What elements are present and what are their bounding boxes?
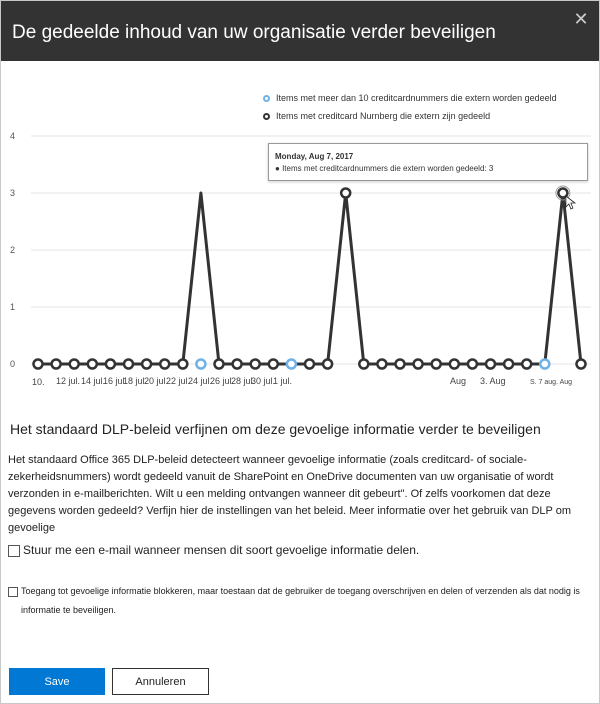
data-point-series2-18 <box>358 358 370 370</box>
block-checkbox-label[interactable]: Toegang tot gevoelige informatie blokker… <box>21 586 580 615</box>
mouse-cursor-icon <box>565 195 577 210</box>
bullet-icon: ● <box>275 164 280 173</box>
x-tick-label-12: Aug <box>450 376 466 386</box>
y-tick-label-1: 1 <box>10 302 15 312</box>
data-point-series2-25 <box>484 358 497 370</box>
x-tick-label-14: S. 7 aug. Aug <box>530 379 572 386</box>
block-checkbox[interactable] <box>8 587 18 597</box>
x-tick-label-2: 14 jul. <box>81 376 105 386</box>
data-point-series2-23 <box>448 358 461 370</box>
series-line <box>38 191 583 366</box>
save-button[interactable]: Save <box>9 668 105 695</box>
data-point-series2-27 <box>520 358 533 370</box>
dialog-title: De gedeelde inhoud van uw organisatie ve… <box>12 22 496 43</box>
data-point-series2-29 <box>557 187 569 199</box>
data-point-series2-10 <box>213 358 225 370</box>
chart-tooltip: Monday, Aug 7, 2017 ● Items met creditca… <box>268 143 588 181</box>
data-point-series2-30 <box>575 358 587 370</box>
x-tick-label-5: 20 jul. <box>144 376 168 386</box>
block-option: Toegang tot gevoelige informatie blokker… <box>8 582 598 620</box>
data-point-series2-7 <box>158 358 171 370</box>
data-point-series2-2 <box>68 358 80 370</box>
x-tick-label-11: 1 jul. <box>273 376 292 386</box>
data-point-series2-16 <box>321 358 334 370</box>
data-point-series2-11 <box>231 358 243 370</box>
legend-item-series1[interactable]: Items met meer dan 10 creditcardnummers … <box>263 89 557 107</box>
x-tick-label-3: 16 jul. <box>103 376 127 386</box>
data-point-series2-24 <box>466 358 479 370</box>
x-tick-label-6: 22 jul. <box>166 376 190 386</box>
data-point-series2-15 <box>303 358 316 370</box>
data-point-series1-9 <box>195 358 207 370</box>
data-point-series2-4 <box>104 358 117 370</box>
cancel-button[interactable]: Annuleren <box>112 668 209 695</box>
email-option: Stuur me een e-mail wanneer mensen dit s… <box>8 543 419 557</box>
email-checkbox[interactable] <box>8 545 20 557</box>
line-chart: 0 1 2 3 4 10. 12 jul. 14 jul.16 jul.18 jul.20 j… <box>10 131 591 387</box>
data-point-series1-28 <box>539 358 551 370</box>
data-point-series2-1 <box>50 358 62 370</box>
data-point-series2-5 <box>122 358 135 370</box>
data-point-series1-14 <box>285 358 298 370</box>
email-checkbox-label[interactable]: Stuur me een e-mail wanneer mensen dit s… <box>23 543 420 557</box>
x-tick-label-10: 30 jul. <box>251 376 275 386</box>
y-tick-label-3: 3 <box>10 188 15 198</box>
close-icon[interactable]: ✕ <box>573 9 589 29</box>
data-point-series2-20 <box>394 358 406 370</box>
x-tick-label-7: 24 jul. <box>188 376 212 386</box>
x-tick-label-0: 10. <box>32 377 45 387</box>
highlighted-point-ring <box>555 185 571 201</box>
data-point-series2-3 <box>86 358 99 370</box>
x-tick-label-4: 18 jul. <box>123 376 147 386</box>
legend-label-series1: Items met meer dan 10 creditcardnummers … <box>276 93 557 103</box>
legend-item-series2[interactable]: Items met creditcard Nurnberg die extern… <box>263 107 557 125</box>
data-point-series2-8 <box>177 358 189 370</box>
x-tick-label-8: 26 jul. <box>210 376 234 386</box>
data-point-series2-19 <box>376 358 388 370</box>
data-point-series2-17 <box>339 187 352 199</box>
legend-label-series2: Items met creditcard Nurnberg die extern… <box>276 111 491 121</box>
data-point-series2-21 <box>412 358 424 370</box>
x-tick-label-9: 28 jul. <box>231 376 255 386</box>
y-tick-label-4: 4 <box>10 131 15 141</box>
data-point-series2-6 <box>140 358 153 370</box>
tooltip-value: Items met creditcardnummers die extern w… <box>282 164 494 173</box>
data-point-series2-12 <box>249 358 261 370</box>
tooltip-date: Monday, Aug 7, 2017 <box>275 152 354 161</box>
y-tick-label-0: 0 <box>10 359 15 369</box>
data-point-series2-13 <box>267 358 280 370</box>
tooltip-text: ● Items met creditcardnummers die extern… <box>275 164 493 173</box>
chart-legend: Items met meer dan 10 creditcardnummers … <box>263 89 557 125</box>
x-tick-label-13: 3. Aug <box>480 376 506 386</box>
data-point-series2-26 <box>502 358 515 370</box>
x-tick-label-1: 12 jul. <box>56 376 80 386</box>
legend-dot-light-blue-icon <box>263 94 270 102</box>
dialog-header: De gedeelde inhoud van uw organisatie ve… <box>1 1 599 61</box>
data-point-series2-22 <box>430 358 442 370</box>
section-title: Het standaard DLP-beleid verfijnen om de… <box>10 421 541 437</box>
legend-dot-dark-icon <box>263 112 270 120</box>
section-body: Het standaard Office 365 DLP-beleid dete… <box>8 454 571 534</box>
y-tick-label-2: 2 <box>10 245 15 255</box>
data-point-series2-0 <box>32 358 44 370</box>
